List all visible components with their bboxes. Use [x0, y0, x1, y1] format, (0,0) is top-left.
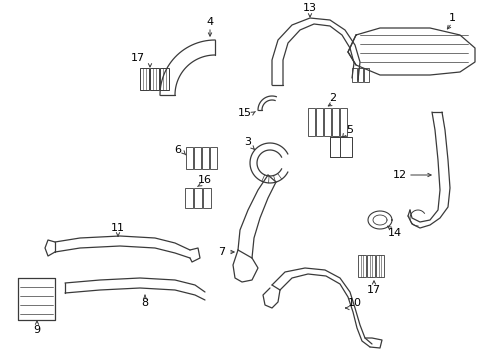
Text: 2: 2 [329, 93, 336, 103]
Bar [160, 68, 169, 90]
Text: 11: 11 [111, 223, 125, 233]
Bar [329, 137, 339, 157]
Text: 7: 7 [218, 247, 225, 257]
Text: 5: 5 [346, 125, 353, 135]
Bar [331, 108, 338, 136]
Text: 1: 1 [447, 13, 454, 23]
Bar [366, 255, 374, 277]
Text: 14: 14 [387, 228, 401, 238]
Text: 8: 8 [141, 298, 148, 308]
Text: 9: 9 [33, 325, 41, 335]
Text: 16: 16 [198, 175, 212, 185]
Bar [363, 68, 368, 82]
Text: 3: 3 [244, 137, 251, 147]
Bar [324, 108, 330, 136]
Bar [307, 108, 314, 136]
Bar [185, 147, 193, 169]
Text: 17: 17 [131, 53, 145, 63]
Bar [375, 255, 383, 277]
Text: 6: 6 [174, 145, 181, 155]
Bar [329, 137, 351, 157]
Text: 15: 15 [238, 108, 251, 118]
Bar [357, 68, 362, 82]
Bar [150, 68, 159, 90]
Text: 13: 13 [303, 3, 316, 13]
Text: 4: 4 [206, 17, 213, 27]
Text: 10: 10 [347, 298, 361, 308]
Bar [339, 108, 346, 136]
Bar [202, 147, 208, 169]
Text: 12: 12 [392, 170, 406, 180]
Text: 17: 17 [366, 285, 380, 295]
Bar [315, 108, 323, 136]
Bar [194, 188, 202, 208]
Bar [140, 68, 149, 90]
Bar [357, 255, 365, 277]
Bar [351, 68, 356, 82]
Bar [184, 188, 193, 208]
Bar [209, 147, 217, 169]
Bar [203, 188, 210, 208]
Bar [194, 147, 201, 169]
